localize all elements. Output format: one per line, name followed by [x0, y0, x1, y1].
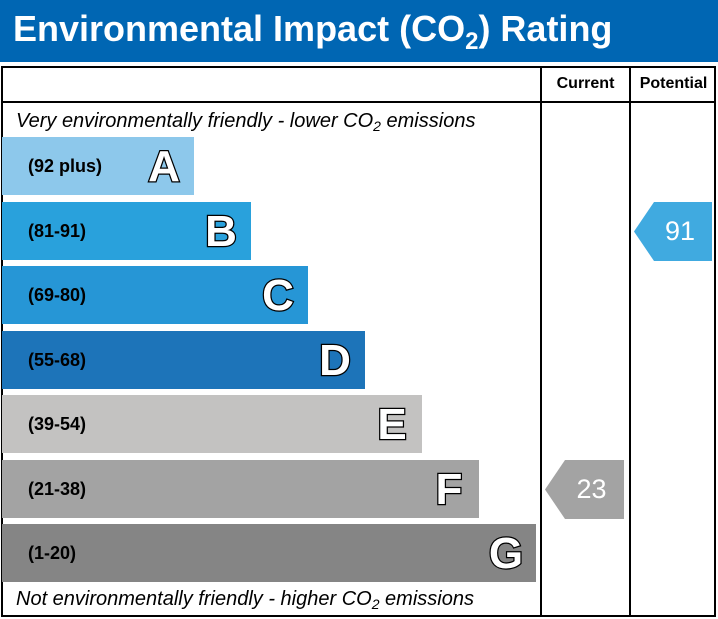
band-range-label: (1-20) — [28, 543, 77, 563]
rating-band-b: (81-91) B — [2, 202, 251, 260]
current-marker-shape — [545, 460, 624, 519]
top-note-text: Very environmentally friendly - lower CO — [16, 110, 374, 132]
current-column-header: Current — [556, 75, 615, 92]
potential-marker-shape — [634, 202, 712, 261]
band-letter: B — [204, 206, 238, 258]
band-range-label: (21-38) — [28, 479, 87, 499]
band-letter: F — [434, 464, 463, 516]
potential-marker-arrow — [634, 202, 712, 261]
band-range-label: (69-80) — [28, 285, 87, 305]
rating-band-d: (55-68) D — [2, 331, 365, 389]
top-note: Very environmentally friendly - lower CO… — [16, 109, 475, 138]
top-note-text-end: emissions — [380, 110, 476, 132]
rating-band-a: (92 plus) A — [2, 137, 194, 195]
band-letter: E — [376, 399, 408, 451]
bottom-note-text: Not environmentally friendly - higher CO — [16, 588, 372, 610]
page-title: Environmental Impact (CO2) Rating — [13, 7, 612, 64]
potential-rating-marker: 91 — [634, 202, 712, 261]
band-range-label: (39-54) — [28, 414, 87, 434]
current-marker-arrow — [545, 460, 624, 519]
column-divider — [540, 66, 542, 617]
potential-column-header: Potential — [639, 75, 708, 92]
header-bar: Environmental Impact (CO2) Rating — [0, 0, 718, 62]
title-subscript: 2 — [465, 28, 479, 55]
rating-band-c: (69-80) C — [2, 266, 308, 324]
band-letter: D — [318, 335, 352, 387]
title-text-end: ) Rating — [478, 8, 613, 49]
band-letter: C — [261, 270, 295, 322]
rating-band-e: (39-54) E — [2, 395, 422, 453]
band-letter-text: B — [205, 207, 237, 256]
band-range-label: (55-68) — [28, 350, 87, 370]
band-letter-text: C — [262, 271, 294, 320]
potential-rating-value: 91 — [664, 216, 696, 246]
rating-band-f: (21-38) F — [2, 460, 479, 518]
band-range-label: (81-91) — [28, 221, 87, 241]
band-letter-text: G — [489, 529, 523, 578]
band-letter-text: A — [148, 142, 180, 191]
band-letter: G — [488, 528, 525, 580]
band-letter-text: F — [436, 465, 463, 514]
band-letter: A — [147, 141, 181, 193]
bottom-note-subscript: 2 — [371, 596, 380, 612]
bottom-note: Not environmentally friendly - higher CO… — [16, 587, 474, 616]
top-note-subscript: 2 — [373, 118, 381, 134]
band-letter-text: E — [377, 400, 406, 449]
band-range-label: (92 plus) — [28, 156, 103, 176]
rating-band-g: (1-20) G — [2, 524, 536, 582]
header-row-divider — [1, 101, 716, 103]
column-divider — [629, 66, 631, 617]
title-text: Environmental Impact (CO — [13, 8, 466, 49]
current-rating-marker: 23 — [545, 460, 624, 519]
band-letter-text: D — [319, 336, 351, 385]
current-rating-value: 23 — [576, 474, 607, 504]
bottom-note-text-end: emissions — [379, 588, 474, 610]
